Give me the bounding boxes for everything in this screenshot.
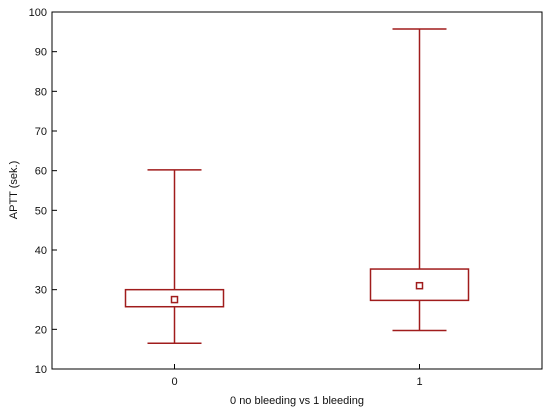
x-tick-label: 1 [416, 376, 422, 388]
y-tick-label: 100 [29, 7, 47, 19]
y-tick-label: 70 [35, 126, 47, 138]
median-marker [415, 281, 424, 290]
y-tick-label: 90 [35, 47, 47, 59]
y-tick-label: 30 [35, 285, 47, 297]
plot-frame [51, 11, 543, 370]
box-0 [124, 169, 225, 344]
x-axis-title: 0 no bleeding vs 1 bleeding [230, 395, 364, 407]
y-tick-label: 40 [35, 245, 47, 257]
y-tick-label: 20 [35, 324, 47, 336]
y-tick-label: 60 [35, 166, 47, 178]
x-tick-label: 0 [171, 376, 177, 388]
y-tick-label: 10 [35, 364, 47, 376]
y-tick-label: 80 [35, 86, 47, 98]
y-tick-label: 50 [35, 205, 47, 217]
box-1 [369, 28, 470, 332]
median-marker [170, 295, 179, 304]
y-axis-title: APTT (sek.) [8, 161, 20, 219]
